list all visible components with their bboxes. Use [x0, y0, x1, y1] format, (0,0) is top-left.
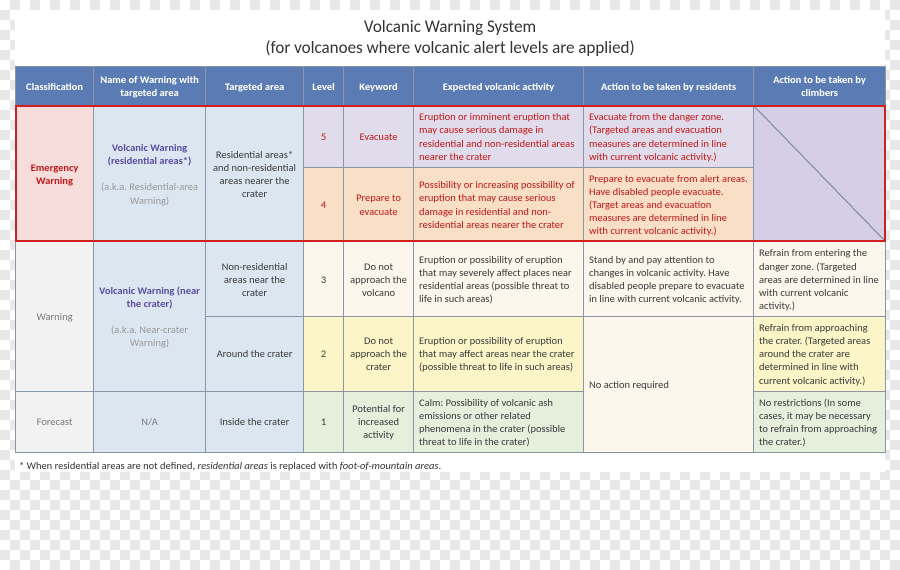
row-level-3: Warning Volcanic Warning (near the crate… — [16, 242, 886, 317]
cell-targeted-emergency: Residential areas* and non-residential a… — [206, 106, 304, 242]
cell-residents-5: Evacuate from the danger zone. (Targeted… — [584, 106, 754, 168]
cell-activity-1: Calm: Possibility of volcanic ash emissi… — [414, 391, 584, 453]
th-climbers: Action to be taken by climbers — [754, 67, 886, 106]
header-row: Classification Name of Warning with targ… — [16, 67, 886, 106]
warning-aka-residential: (a.k.a. Residential-area Warning) — [101, 180, 198, 206]
cell-climbers-2: Refrain from approaching the crater. (Ta… — [754, 317, 886, 392]
th-residents: Action to be taken by residents — [584, 67, 754, 106]
title-line-1: Volcanic Warning System — [15, 16, 885, 37]
th-name: Name of Warning with targeted area — [94, 67, 206, 106]
row-level-1: Forecast N/A Inside the crater 1 Potenti… — [16, 391, 886, 453]
footnote-suffix: . — [439, 459, 442, 472]
cell-keyword-3: Do not approach the volcano — [344, 242, 414, 317]
th-targeted: Targeted area — [206, 67, 304, 106]
cell-classification-forecast: Forecast — [16, 391, 94, 453]
cell-activity-3: Eruption or possibility of eruption that… — [414, 242, 584, 317]
cell-residents-21: No action required — [584, 317, 754, 453]
cell-name-warning: Volcanic Warning (near the crater) (a.k.… — [94, 242, 206, 391]
cell-targeted-1: Inside the crater — [206, 391, 304, 453]
footnote-em1: residential areas — [198, 459, 268, 472]
cell-keyword-1: Potential for increased activity — [344, 391, 414, 453]
cell-level-4: 4 — [304, 167, 344, 242]
th-keyword: Keyword — [344, 67, 414, 106]
table-wrap: Classification Name of Warning with targ… — [15, 66, 885, 453]
cell-level-5: 5 — [304, 106, 344, 168]
cell-keyword-5: Evacuate — [344, 106, 414, 168]
page: Volcanic Warning System (for volcanoes w… — [15, 10, 885, 472]
cell-classification-emergency: Emergency Warning — [16, 106, 94, 242]
cell-activity-4: Possibility or increasing possibility of… — [414, 167, 584, 242]
cell-residents-3: Stand by and pay attention to changes in… — [584, 242, 754, 317]
footnote: * When residential areas are not defined… — [15, 453, 885, 472]
cell-residents-4: Prepare to evacuate from alert areas. Ha… — [584, 167, 754, 242]
cell-classification-warning: Warning — [16, 242, 94, 391]
cell-climbers-1: No restrictions (In some cases, it may b… — [754, 391, 886, 453]
footnote-prefix: * When residential areas are not defined… — [19, 459, 198, 472]
cell-keyword-2: Do not approach the crater — [344, 317, 414, 392]
title-block: Volcanic Warning System (for volcanoes w… — [15, 10, 885, 66]
cell-keyword-4: Prepare to evacuate — [344, 167, 414, 242]
footnote-mid: is replaced with — [268, 459, 340, 472]
cell-climbers-emergency-na — [754, 106, 886, 242]
warning-name-crater: Volcanic Warning (near the crater) — [99, 284, 200, 310]
cell-level-2: 2 — [304, 317, 344, 392]
th-activity: Expected volcanic activity — [414, 67, 584, 106]
cell-targeted-3: Non-residential areas near the crater — [206, 242, 304, 317]
warning-aka-crater: (a.k.a. Near-crater Warning) — [111, 323, 188, 349]
cell-name-forecast: N/A — [94, 391, 206, 453]
cell-activity-5: Eruption or imminent eruption that may c… — [414, 106, 584, 168]
cell-climbers-3: Refrain from entering the danger zone. (… — [754, 242, 886, 317]
th-level: Level — [304, 67, 344, 106]
th-classification: Classification — [16, 67, 94, 106]
warning-table: Classification Name of Warning with targ… — [15, 66, 886, 453]
row-level-5: Emergency Warning Volcanic Warning (resi… — [16, 106, 886, 168]
cell-name-emergency: Volcanic Warning (residential areas*) (a… — [94, 106, 206, 242]
cell-targeted-2: Around the crater — [206, 317, 304, 392]
cell-level-3: 3 — [304, 242, 344, 317]
warning-name-residential: Volcanic Warning (residential areas*) — [108, 141, 192, 167]
title-line-2: (for volcanoes where volcanic alert leve… — [15, 37, 885, 58]
footnote-em2: foot-of-mountain areas — [340, 459, 439, 472]
cell-level-1: 1 — [304, 391, 344, 453]
cell-activity-2: Eruption or possibility of eruption that… — [414, 317, 584, 392]
